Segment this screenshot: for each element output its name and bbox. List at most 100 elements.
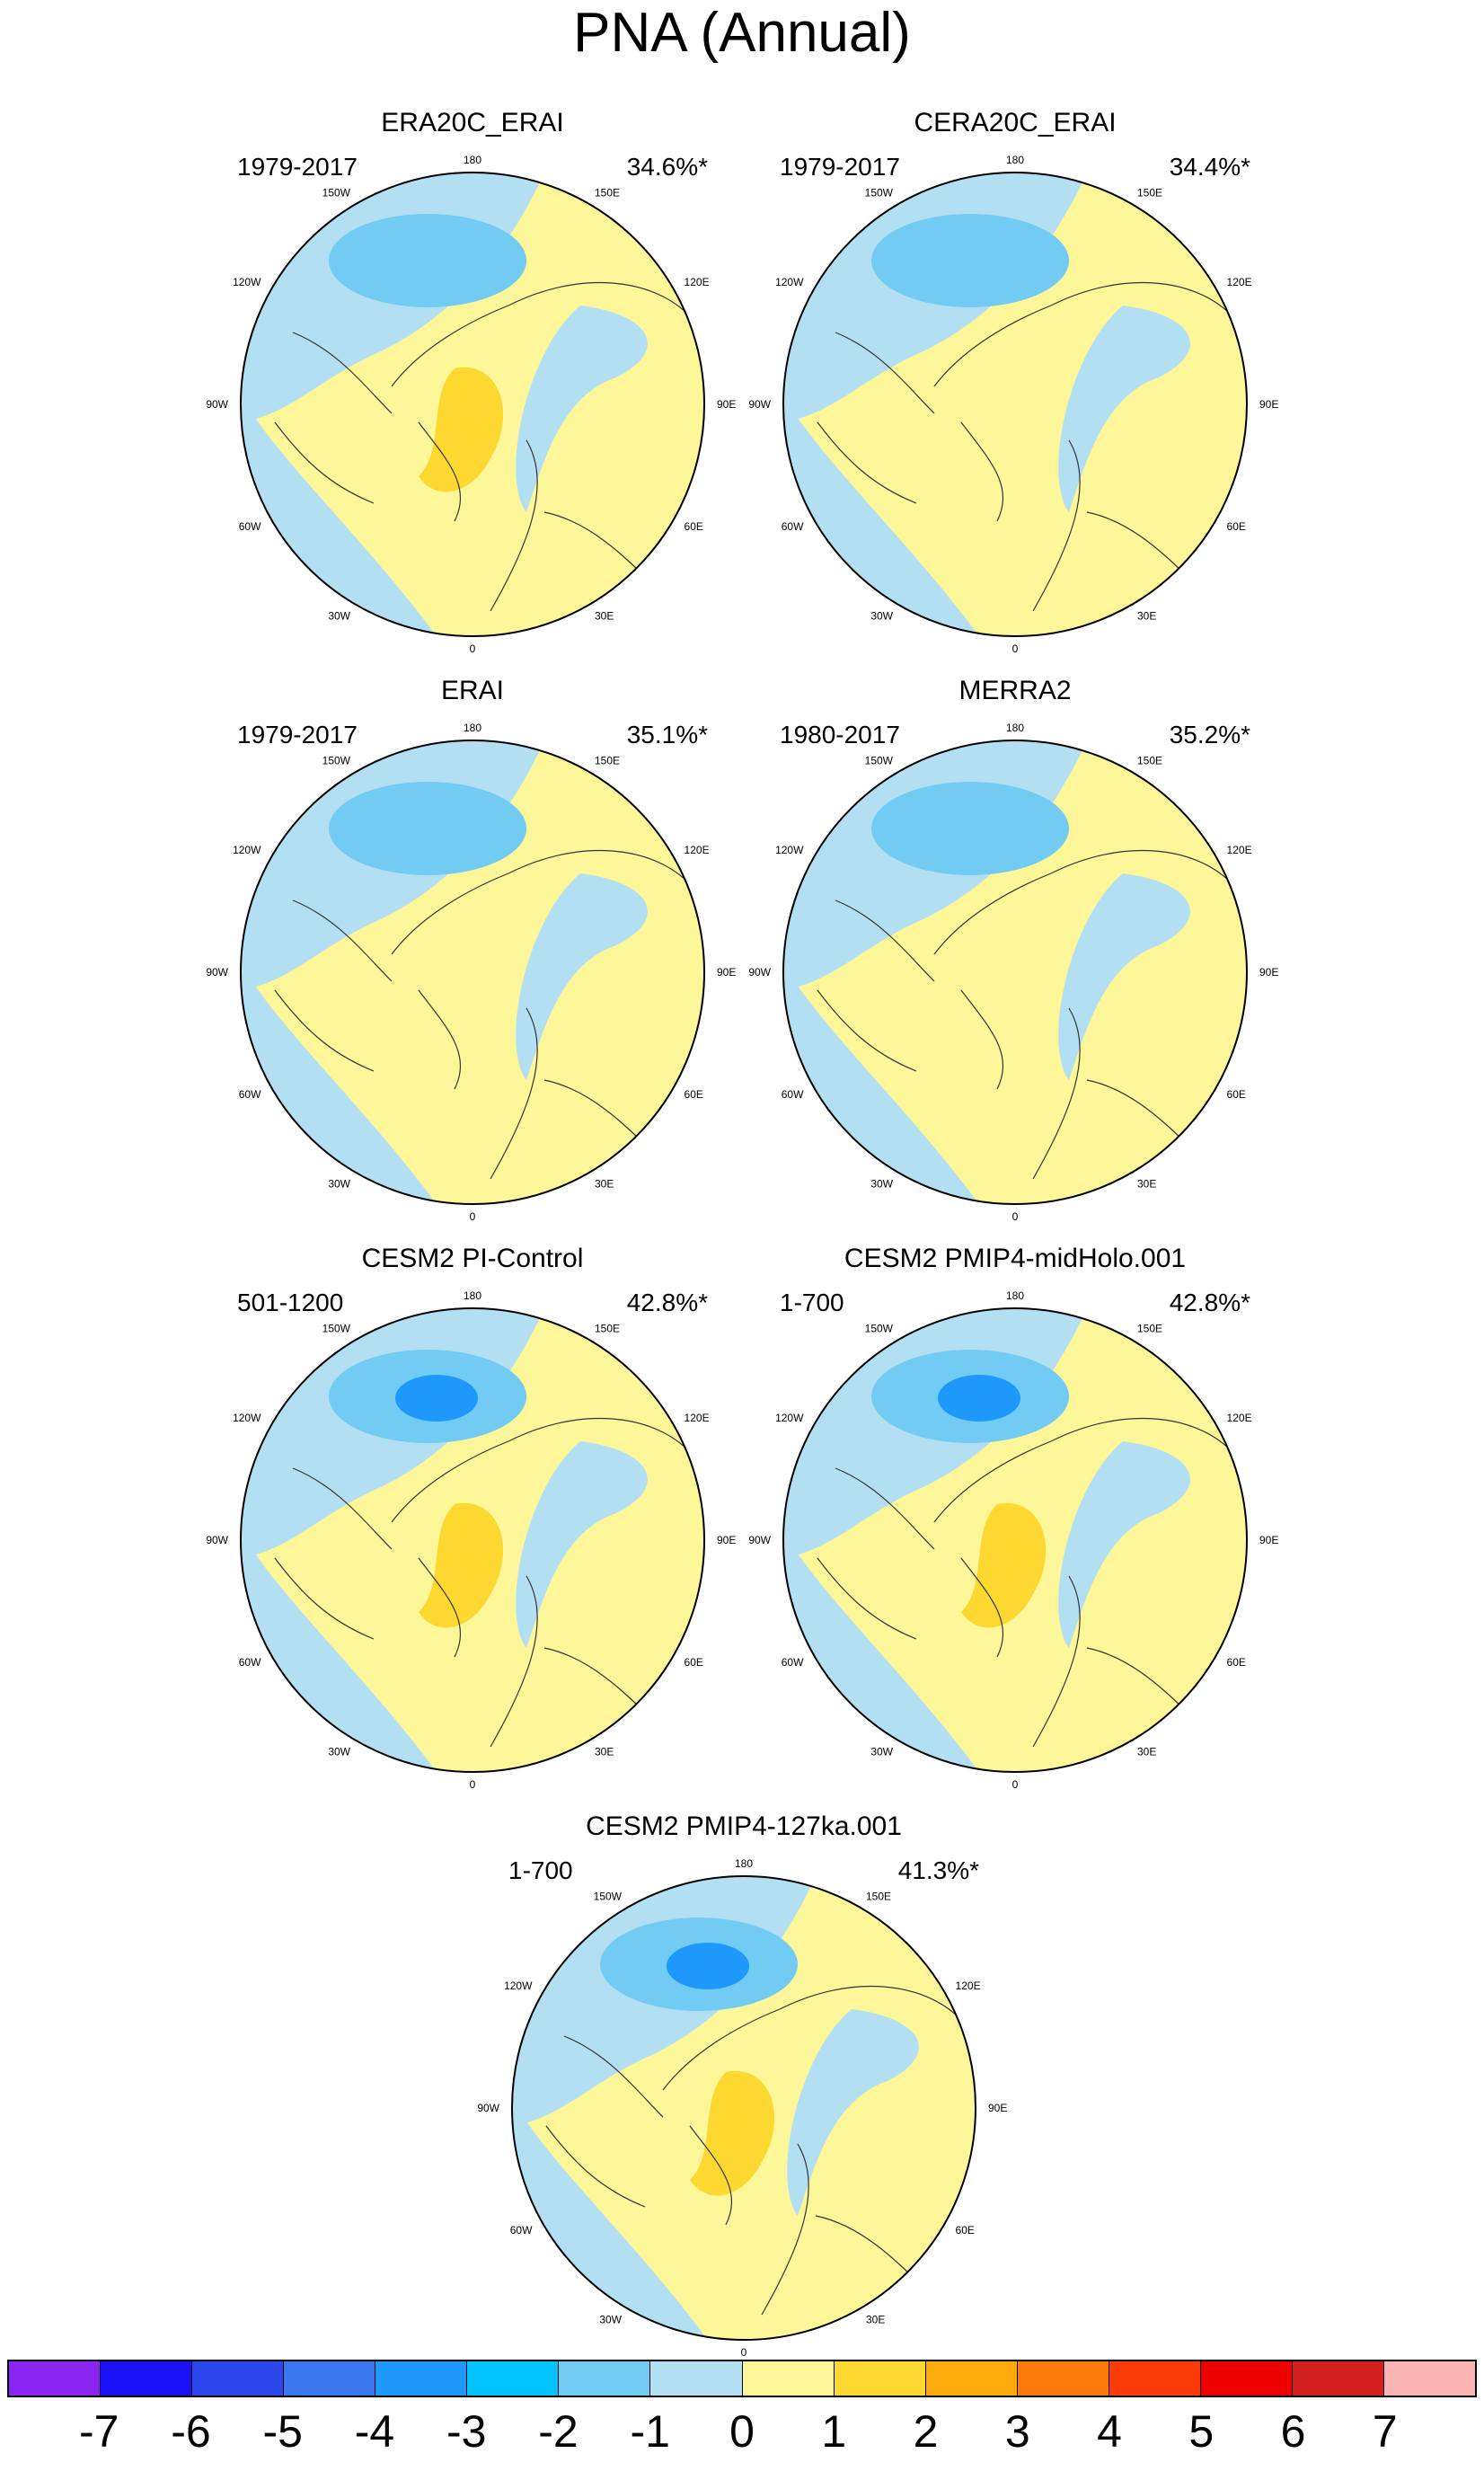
- colorbar-label: -6: [171, 2406, 211, 2457]
- negative-center-outer: [329, 782, 526, 875]
- negative-center-inner: [395, 1375, 478, 1422]
- panel-period: 1979-2017: [237, 153, 358, 181]
- negative-center-outer: [871, 214, 1069, 307]
- map-panel: ERA20C_ERAI 1979-2017 34.6%* 180 150E 120E 90E…: [194, 108, 751, 665]
- longitude-label: 90W: [748, 966, 771, 979]
- longitude-label: 60W: [239, 520, 261, 533]
- longitude-label: 30W: [870, 1746, 893, 1758]
- colorbar-swatch: [192, 2361, 285, 2396]
- longitude-label: 120E: [1227, 844, 1252, 856]
- colorbar-label: -4: [354, 2406, 395, 2457]
- longitude-label: 60E: [1227, 520, 1246, 533]
- page-title: PNA (Annual): [573, 2, 911, 64]
- colorbar-label: 1: [821, 2406, 847, 2457]
- map-border: [511, 1875, 976, 2341]
- longitude-label: 90W: [748, 1534, 771, 1546]
- negative-center-inner: [938, 1375, 1020, 1422]
- colorbar-swatch: [1383, 2361, 1475, 2396]
- map-border: [240, 172, 705, 637]
- panel-variance: 35.1%*: [626, 721, 708, 748]
- longitude-label: 60W: [510, 2224, 533, 2237]
- longitude-label: 30E: [1137, 1178, 1156, 1191]
- panel-variance: 35.2%*: [1169, 721, 1250, 748]
- coastline: [933, 872, 1052, 955]
- longitude-label: 30E: [595, 1746, 614, 1758]
- longitude-label: 150W: [865, 754, 894, 766]
- longitude-label: 60W: [782, 520, 804, 533]
- coastline: [490, 1007, 538, 1180]
- coastline: [835, 899, 935, 982]
- negative-anomaly-eurasia: [516, 306, 648, 512]
- coastline: [490, 1575, 538, 1748]
- longitude-label: 180: [1006, 722, 1024, 734]
- negative-anomaly-eurasia: [787, 2009, 919, 2216]
- coastline: [508, 1417, 689, 1451]
- colorbar-label: 4: [1097, 2406, 1122, 2457]
- longitude-label: 30W: [328, 1178, 350, 1191]
- coastline: [418, 989, 462, 1090]
- longitude-label: 120E: [685, 276, 710, 288]
- coastline: [779, 1985, 960, 2019]
- coastline: [508, 849, 689, 883]
- longitude-label: 150W: [594, 1890, 623, 1902]
- panel-period: 1979-2017: [780, 153, 900, 181]
- negative-center-inner: [667, 1943, 749, 1989]
- coastline: [418, 1557, 462, 1658]
- panel-title: CERA20C_ERAI: [914, 108, 1117, 137]
- coastline: [563, 2035, 664, 2118]
- longitude-label: 120E: [685, 844, 710, 856]
- longitude-label: 60E: [685, 1656, 703, 1669]
- longitude-label: 0: [470, 642, 476, 655]
- coastline: [817, 421, 917, 504]
- negative-anomaly-eurasia: [1058, 1441, 1190, 1648]
- longitude-label: 180: [464, 1289, 481, 1302]
- longitude-label: 30E: [866, 2314, 885, 2326]
- negative-anomaly-eurasia: [516, 873, 648, 1080]
- coastline: [835, 332, 935, 414]
- coastline: [1032, 1007, 1081, 1180]
- coastline: [391, 1440, 509, 1523]
- longitude-label: 90E: [717, 398, 736, 411]
- polar-map: 180 150E 120E 90E 60E 30E 0 30W 60W 90W 120W 150W: [206, 154, 736, 655]
- longitude-label: 150W: [322, 186, 351, 199]
- colorbar-label: 3: [1004, 2406, 1030, 2457]
- longitude-label: 90E: [1259, 398, 1278, 411]
- longitude-label: 120W: [775, 844, 804, 856]
- longitude-label: 90W: [206, 1534, 228, 1546]
- longitude-label: 150W: [322, 754, 351, 766]
- longitude-label: 60W: [782, 1656, 804, 1669]
- coastline: [933, 1440, 1052, 1523]
- longitude-label: 150W: [865, 1322, 894, 1334]
- coastline: [1032, 439, 1081, 612]
- longitude-label: 30W: [328, 610, 350, 623]
- positive-center-arctic: [690, 2070, 775, 2196]
- longitude-label: 0: [1012, 642, 1019, 655]
- coastline: [545, 2125, 646, 2208]
- longitude-label: 120E: [956, 1980, 981, 1992]
- colorbar-label: -7: [79, 2406, 119, 2457]
- longitude-label: 30E: [1137, 1746, 1156, 1758]
- colorbar-label: 2: [913, 2406, 939, 2457]
- colorbar-label: -2: [538, 2406, 579, 2457]
- longitude-label: 30E: [595, 610, 614, 623]
- colorbar-swatch: [1017, 2361, 1109, 2396]
- colorbar-label: 5: [1188, 2406, 1215, 2457]
- longitude-label: 60E: [1227, 1656, 1246, 1669]
- colorbar-swatch: [101, 2361, 193, 2396]
- longitude-label: 180: [735, 1857, 753, 1870]
- colorbar-label: 6: [1280, 2406, 1306, 2457]
- panel-title: CESM2 PI-Control: [361, 1244, 584, 1273]
- coastline: [1050, 1417, 1232, 1451]
- longitude-label: 0: [1012, 1778, 1019, 1791]
- colorbar-swatch: [9, 2361, 102, 2396]
- map-border: [782, 1307, 1248, 1773]
- longitude-label: 150W: [865, 186, 894, 199]
- longitude-label: 0: [741, 2346, 747, 2359]
- longitude-label: 150E: [595, 186, 620, 199]
- map-border: [782, 172, 1248, 637]
- longitude-label: 30E: [1137, 610, 1156, 623]
- coastline: [662, 2008, 781, 2091]
- positive-center-arctic: [419, 1502, 504, 1628]
- panel-title: CESM2 PMIP4-midHolo.001: [844, 1244, 1187, 1273]
- longitude-label: 60W: [782, 1088, 804, 1101]
